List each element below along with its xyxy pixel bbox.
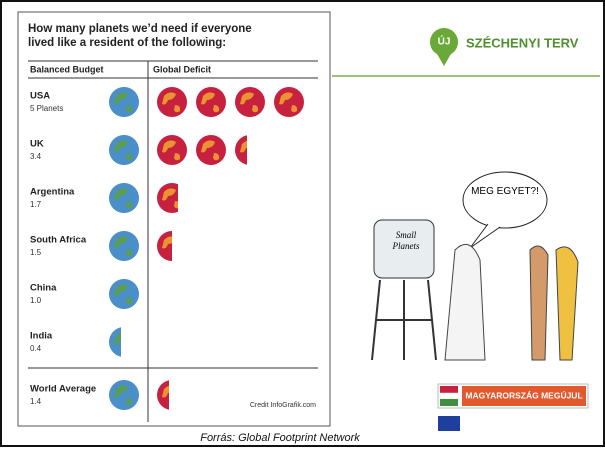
banner [462,386,586,406]
value-label: 1.5 [30,248,42,257]
continent [114,284,133,305]
continent [162,140,181,161]
logo-text: SZÉCHENYI TERV [466,35,579,50]
continent [114,140,133,161]
continent [162,188,178,209]
planet-group [109,183,139,213]
planet [157,135,187,165]
continent [162,385,169,398]
category-label: China [30,283,57,294]
planet-group [109,327,121,357]
category-label: USA [30,91,50,102]
planet-group [109,279,139,309]
planet [109,183,139,213]
planet [109,380,139,410]
planet-group [196,135,226,165]
continent [114,385,133,406]
value-label: 1.0 [30,296,42,305]
banner-text: MAGYARORSZÁG MEGÚJUL [465,389,582,400]
flag [440,386,458,393]
planet [274,87,304,117]
value-label: 1.7 [30,200,42,209]
flag [440,399,458,406]
stand [371,279,437,361]
logo-icon [430,28,458,56]
continent [201,92,220,113]
chart-title: How many planets we’d need if everyone l… [28,23,252,49]
planet-group [157,87,187,117]
flag [439,392,459,400]
value-label: 1.4 [30,397,42,406]
planet-group [109,231,139,261]
category-label: UK [30,139,44,150]
column-label: Global Deficit [153,64,211,74]
logo-icon [436,52,452,66]
title-box: How many planets we’d need if everyone l… [28,23,252,49]
category-label: India [30,331,53,342]
planet [157,87,187,117]
planet-group [109,87,139,117]
speech-text: MÉG EGYET?! [471,186,539,197]
continent [162,92,181,113]
jar [373,219,435,279]
planet-group [274,87,304,117]
planet-group [157,135,187,165]
jar-label: Small Planets [392,230,420,251]
eu-flag [438,416,460,431]
continent [114,332,121,345]
continent [201,140,220,161]
old-man [444,243,486,361]
continent [240,92,259,113]
speech-box: MÉG EGYET?! [471,186,539,197]
planet [196,87,226,117]
planet-group [109,135,139,165]
planet [109,87,139,117]
planet-group [235,87,265,117]
category-label: World Average [30,384,96,395]
value-label: 5 Planets [30,104,63,113]
figure [555,246,579,361]
figure [529,245,549,361]
value-label: 0.4 [30,344,42,353]
planet [109,231,139,261]
planet-group [196,87,226,117]
continent [240,140,247,153]
category-label: South Africa [30,235,87,246]
jar-label-box: Small Planets [392,230,420,251]
planet-group [157,183,178,213]
planet-group [157,231,172,261]
continent [162,236,172,249]
planet [109,135,139,165]
planet-group [157,380,169,410]
category-label: Argentina [30,187,75,198]
continent [114,236,133,257]
credit: Credit InfoGrafik.com [250,402,316,409]
planet-group [109,380,139,410]
planet [109,279,139,309]
planet [235,87,265,117]
logo-mark: ÚJ [438,35,451,48]
source: Forrás: Global Footprint Network [200,432,360,444]
planet-group [235,135,247,165]
column-label: Balanced Budget [30,64,104,74]
planet [196,135,226,165]
speech-bubble [462,171,548,229]
infographic-panel [17,11,331,427]
continent [114,92,133,113]
continent [279,92,298,113]
value-label: 3.4 [30,152,42,161]
continent [114,188,133,209]
